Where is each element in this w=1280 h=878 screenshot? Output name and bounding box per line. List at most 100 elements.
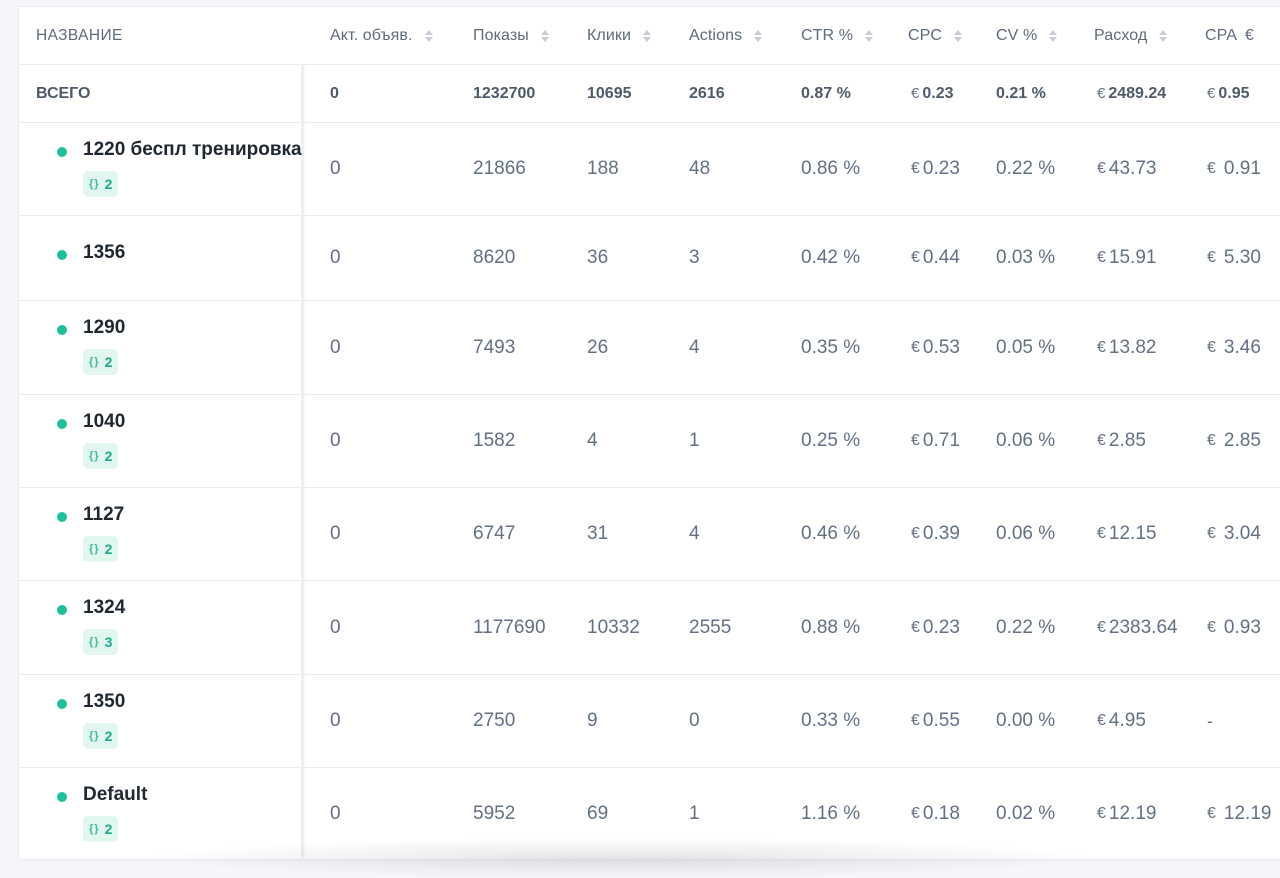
column-header-cpc[interactable]: CPC [908,7,963,64]
table-row[interactable]: 1350{} 2 0 2750 9 0 0.33 % 0.00 % €0.55 €4.95- [19,675,1280,768]
cell-cpa: €5.30 [1207,216,1261,300]
status-dot-icon [57,325,67,335]
column-header-cv-label: CV % [996,26,1038,44]
currency-symbol: € [1207,85,1216,102]
total-cpc: €0.23 [911,65,953,122]
currency-symbol: € [1097,249,1106,266]
currency-symbol: € [911,712,920,729]
cell-ctr: 0.35 % [801,336,861,358]
campaign-name[interactable]: 1220 беспл тренировка [83,139,302,160]
ad-count-badge[interactable]: {} 2 [83,723,119,749]
ad-count-badge[interactable]: {} 3 [83,629,119,655]
cell-spend: €43.73 [1097,123,1156,215]
cell-impressions: 5952 [473,803,516,824]
table-row[interactable]: 1040{} 2 0 1582 4 1 0.25 % 0.06 % €0.71 €2.85 €2.8… [19,395,1280,488]
cell-cpc: €0.18 [911,768,960,860]
cell-active-ads: 0 [330,336,341,358]
cell-active-ads: 0 [330,158,341,179]
name-column-divider [301,7,304,858]
sort-arrows-icon[interactable] [1159,29,1168,42]
table-row[interactable]: Default{} 2 0 5952 69 1 1.16 % 0.02 % €0.18 €12.1… [19,768,1280,861]
campaign-name[interactable]: 1127 [83,504,125,525]
cell-active-ads: 0 [330,616,341,638]
column-header-clicks[interactable]: Клики [587,7,652,64]
cell-cpc: €0.39 [911,488,960,580]
currency-symbol: € [1207,432,1216,449]
cell-clicks: 36 [587,247,609,268]
cell-ctr: 1.16 % [801,803,861,824]
campaign-name[interactable]: 1324 [83,597,126,618]
campaign-name[interactable]: 1040 [83,411,126,432]
cell-ctr: 0.86 % [801,158,861,179]
column-header-name[interactable]: НАЗВАНИЕ [36,7,123,64]
cell-impressions: 1582 [473,430,516,451]
ad-count-badge[interactable]: {} 2 [83,349,119,375]
currency-symbol: € [1207,160,1216,177]
total-spend: €2489.24 [1097,65,1166,122]
campaign-name[interactable]: 1350 [83,691,126,712]
column-header-ctr-label: CTR % [801,26,854,44]
column-header-impressions[interactable]: Показы [473,7,549,64]
cpc-value: 0.71 [922,430,960,451]
table-row[interactable]: 1220 беспл тренировка {} 2 0 21866 188 48 0.86 … [19,123,1280,216]
campaign-name[interactable]: Default [83,784,148,805]
status-dot-icon [57,605,67,615]
cell-cv: 0.05 % [996,336,1056,358]
ad-count: 2 [104,448,113,464]
campaign-name[interactable]: 1356 [83,242,126,263]
cell-cpc: €0.55 [911,675,960,767]
column-header-ctr[interactable]: CTR % [801,7,874,64]
table-row[interactable]: 1127{} 2 0 6747 31 4 0.46 % 0.06 % €0.39 €12.15 €3… [19,488,1280,581]
ad-count-badge[interactable]: {} 2 [83,171,119,197]
sort-arrows-icon[interactable] [540,29,549,42]
sort-arrows-icon[interactable] [954,29,963,42]
cell-spend: €4.95 [1097,675,1146,767]
ad-count-badge[interactable]: {} 2 [83,536,119,562]
column-header-cv[interactable]: CV % [996,7,1058,64]
cell-cv: 0.06 % [996,430,1056,451]
sort-arrows-icon[interactable] [754,29,763,42]
cell-ctr: 0.25 % [801,430,861,451]
currency-symbol: € [911,85,920,102]
cell-clicks: 26 [587,336,609,358]
currency-symbol: € [1097,618,1106,636]
column-header-active-ads[interactable]: Акт. объяв. [330,7,433,64]
ad-count: 2 [104,541,113,557]
column-header-cpa[interactable]: CPA € [1205,7,1254,64]
column-header-cpa-label: CPA [1205,26,1238,44]
column-header-spend-label: Расход [1094,26,1148,44]
cell-cpa: €3.04 [1207,488,1261,580]
cpa-value: 3.46 [1223,336,1261,358]
total-cpc-value: 0.23 [922,84,954,102]
sort-arrows-icon[interactable] [1049,29,1058,42]
spend-value: 15.91 [1108,247,1157,268]
currency-symbol: € [911,805,920,822]
cell-active-ads: 0 [330,247,341,268]
cell-actions: 3 [689,247,700,268]
cell-cv: 0.22 % [996,616,1056,638]
sort-arrows-icon[interactable] [643,29,652,42]
table-row[interactable]: 1356 0 8620 36 3 0.42 % 0.03 % €0.44 €15.91 €5.30 [19,216,1280,301]
sort-arrows-icon[interactable] [424,29,433,42]
currency-symbol: € [1097,338,1106,356]
total-spend-value: 2489.24 [1108,84,1167,102]
total-actions: 2616 [689,84,725,102]
cpa-value: 0.93 [1223,616,1261,638]
table-row[interactable]: 1290{} 2 0 7493 26 4 0.35 % 0.05 % €0.53 €13.82 €3… [19,301,1280,395]
column-header-spend[interactable]: Расход [1094,7,1168,64]
currency-symbol: € [911,249,920,266]
status-dot-icon [57,419,67,429]
total-label: ВСЕГО [36,84,91,102]
table-row[interactable]: 1324 {} 3 0 1177690 10332 2555 0.88 % 0.22 % €0.2… [19,581,1280,675]
ad-count-badge[interactable]: {} 2 [83,443,119,469]
column-header-actions[interactable]: Actions [689,7,763,64]
cpa-value: 2.85 [1223,430,1261,451]
cell-cv: 0.02 % [996,803,1056,824]
cell-cv: 0.06 % [996,523,1056,544]
campaign-name[interactable]: 1290 [83,317,126,338]
currency-symbol: € [1097,85,1106,102]
spend-value: 2383.64 [1108,616,1178,638]
sort-arrows-icon[interactable] [865,29,874,42]
total-ctr: 0.87 % [801,84,851,102]
ad-count-badge[interactable]: {} 2 [83,816,119,842]
